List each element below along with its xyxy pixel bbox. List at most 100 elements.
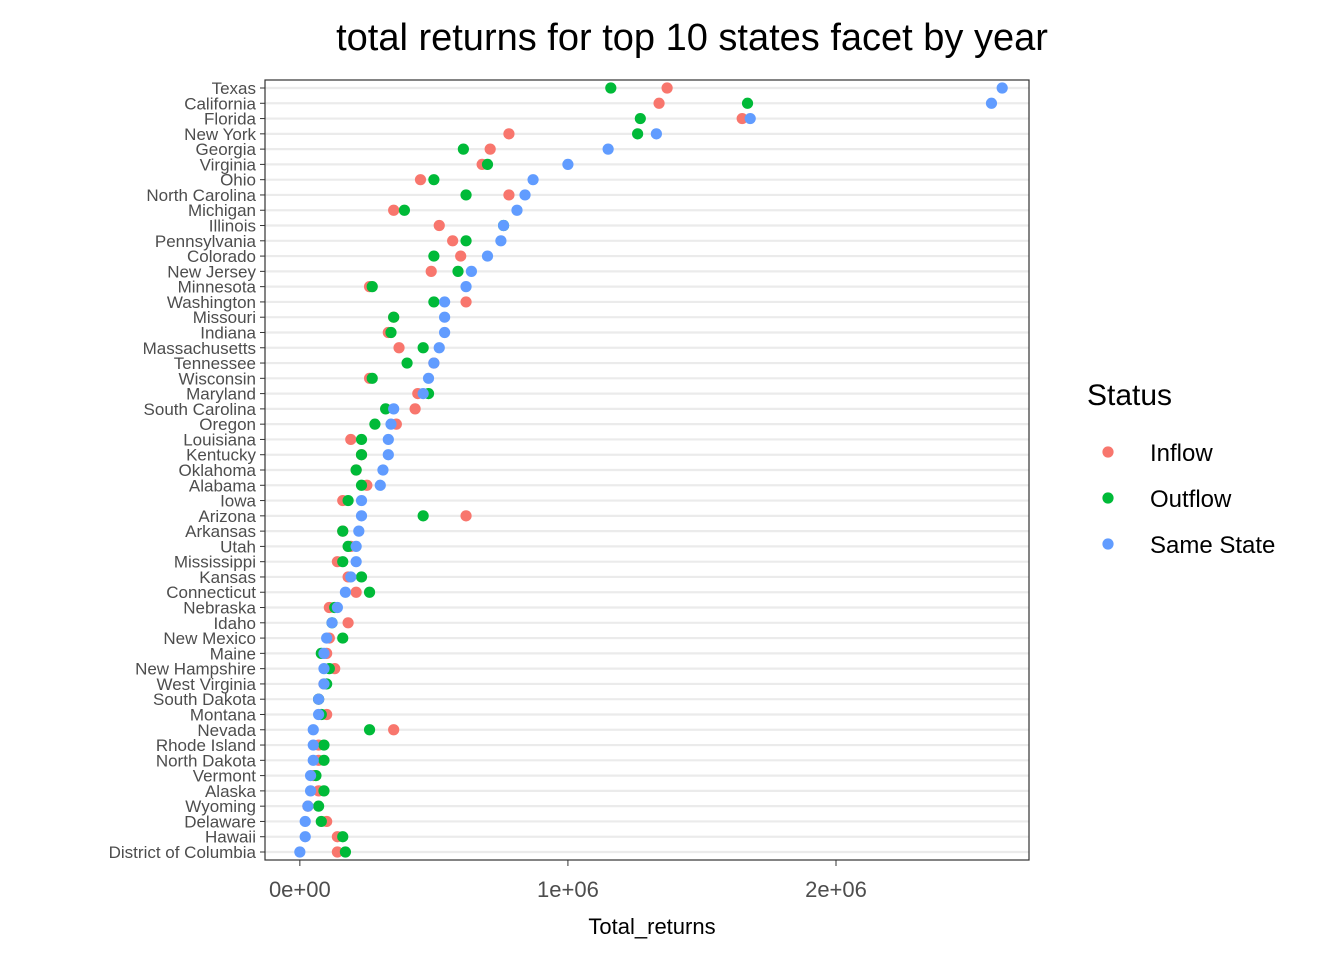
point-same-state <box>345 571 357 583</box>
point-outflow <box>632 128 644 140</box>
point-inflow <box>447 235 459 247</box>
point-outflow <box>318 754 330 766</box>
y-tick-label: Michigan <box>188 201 256 220</box>
legend-label-same-state: Same State <box>1150 532 1275 559</box>
point-same-state <box>326 617 338 629</box>
point-outflow <box>385 326 397 339</box>
x-tick-label: 2e+06 <box>805 877 867 902</box>
point-same-state <box>321 632 333 644</box>
point-inflow <box>455 250 467 262</box>
point-same-state <box>385 418 397 430</box>
point-inflow <box>414 174 427 186</box>
point-same-state <box>307 739 319 751</box>
point-inflow <box>653 97 665 109</box>
point-same-state <box>465 265 478 277</box>
point-inflow <box>503 128 515 140</box>
point-same-state <box>439 326 451 339</box>
y-tick-label: Texas <box>212 79 256 98</box>
y-tick-label: District of Columbia <box>109 843 257 862</box>
y-tick-label: Kentucky <box>186 446 256 465</box>
y-tick-label: Rhode Island <box>156 736 256 755</box>
point-same-state <box>417 388 429 400</box>
point-same-state <box>355 494 368 507</box>
point-same-state <box>299 815 311 828</box>
y-tick-label: Washington <box>167 293 256 312</box>
point-outflow <box>318 739 330 751</box>
point-outflow <box>315 815 327 828</box>
point-same-state <box>519 189 531 201</box>
point-outflow <box>481 158 494 170</box>
y-tick-label: Indiana <box>200 323 256 342</box>
point-same-state <box>481 250 494 262</box>
y-tick-label: Illinois <box>209 217 256 236</box>
legend: Status Inflow Outflow Same State <box>1087 379 1275 559</box>
point-outflow <box>366 281 378 293</box>
point-outflow <box>741 97 754 109</box>
point-same-state <box>350 556 362 568</box>
point-outflow <box>428 250 440 262</box>
y-tick-label: South Carolina <box>144 400 257 419</box>
point-inflow <box>331 846 343 858</box>
point-inflow <box>388 204 400 216</box>
point-same-state <box>294 846 306 858</box>
point-inflow <box>425 265 437 277</box>
legend-title: Status <box>1087 379 1172 412</box>
point-outflow <box>355 571 368 583</box>
point-inflow <box>433 219 445 232</box>
y-tick-label: Maine <box>210 644 256 663</box>
y-tick-label: New Jersey <box>167 262 256 281</box>
point-outflow <box>363 724 376 736</box>
point-same-state <box>318 647 330 659</box>
y-tick-label: Idaho <box>213 614 256 633</box>
point-inflow <box>388 724 400 736</box>
y-tick-label: Florida <box>204 110 257 129</box>
point-outflow <box>428 296 440 308</box>
point-same-state <box>353 525 365 537</box>
point-same-state <box>650 128 662 140</box>
point-same-state <box>299 831 311 843</box>
point-outflow <box>460 189 472 201</box>
point-same-state <box>422 372 435 384</box>
point-same-state <box>377 464 389 476</box>
y-tick-label: Missouri <box>193 308 256 327</box>
point-outflow <box>366 372 378 384</box>
y-tick-label: Oregon <box>199 415 256 434</box>
y-tick-label: Minnesota <box>178 278 257 297</box>
y-tick-label: Ohio <box>220 171 256 190</box>
y-tick-label: California <box>184 94 256 113</box>
point-outflow <box>363 586 376 598</box>
point-outflow <box>605 82 617 94</box>
y-tick-label: Pennsylvania <box>155 232 257 251</box>
point-same-state <box>996 82 1008 94</box>
y-tick-label: West Virginia <box>156 675 256 694</box>
point-inflow <box>460 510 472 522</box>
point-inflow <box>736 112 748 125</box>
point-inflow <box>484 143 496 155</box>
point-outflow <box>342 540 354 553</box>
legend-label-inflow: Inflow <box>1150 440 1213 467</box>
point-same-state <box>527 174 539 186</box>
y-tick-label: Virginia <box>200 155 257 174</box>
y-tick-label: South Dakota <box>153 690 257 709</box>
point-same-state <box>350 540 362 553</box>
y-tick-label: Wisconsin <box>179 369 256 388</box>
point-same-state <box>339 586 352 598</box>
point-same-state <box>307 754 319 766</box>
y-tick-label: Alabama <box>189 476 257 495</box>
point-same-state <box>985 97 998 109</box>
point-same-state <box>307 724 319 736</box>
point-outflow <box>388 311 400 323</box>
point-inflow <box>342 617 354 629</box>
point-outflow <box>337 831 349 843</box>
point-same-state <box>433 342 445 354</box>
point-same-state <box>304 785 317 797</box>
point-same-state <box>439 311 451 323</box>
point-outflow <box>337 632 349 644</box>
y-tick-label: Oklahoma <box>179 461 257 480</box>
y-tick-label: North Carolina <box>146 186 256 205</box>
plot-border <box>264 79 1030 861</box>
point-same-state <box>439 296 451 308</box>
point-same-state <box>602 143 614 155</box>
y-tick-label: Wyoming <box>185 797 256 816</box>
legend-key-inflow <box>1102 446 1114 458</box>
